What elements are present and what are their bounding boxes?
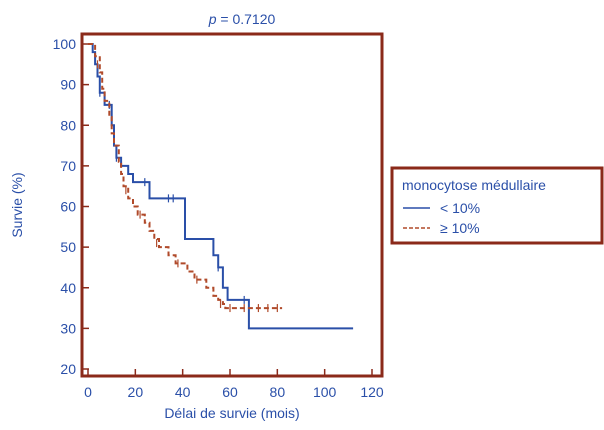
y-axis: 20 30 40 50 60 70 80 90 100 [53, 36, 89, 377]
series-line-ge10 [88, 43, 283, 310]
x-axis-title: Délai de survie (mois) [164, 405, 299, 421]
y-tick-label: 30 [60, 320, 76, 336]
x-tick-label: 0 [84, 384, 92, 400]
legend-title: monocytose médullaire [402, 177, 546, 193]
y-tick-label: 60 [60, 199, 76, 215]
y-tick-label: 70 [60, 158, 76, 174]
series-line-lt10 [88, 43, 354, 330]
y-tick-label: 100 [53, 36, 77, 52]
y-axis-title: Survie (%) [9, 172, 25, 237]
x-tick-label: 20 [128, 384, 144, 400]
y-tick-label: 40 [60, 280, 76, 296]
legend: monocytose médullaire < 10% ≥ 10% [390, 166, 604, 245]
plot-frame [80, 32, 384, 378]
legend-box [390, 166, 604, 245]
y-tick-label: 20 [60, 361, 76, 377]
y-tick-label: 90 [60, 77, 76, 93]
y-tick-label: 50 [60, 239, 76, 255]
y-tick-label: 80 [60, 117, 76, 133]
series-layer [88, 43, 354, 330]
x-tick-label: 60 [222, 384, 238, 400]
chart-title: p = 0.7120 [208, 11, 276, 27]
x-tick-label: 40 [175, 384, 191, 400]
x-tick-label: 120 [360, 384, 384, 400]
legend-label-lt10: < 10% [440, 200, 480, 216]
x-tick-label: 100 [313, 384, 337, 400]
legend-label-ge10: ≥ 10% [440, 220, 480, 236]
x-tick-label: 80 [270, 384, 286, 400]
x-axis: 0 20 40 60 80 100 120 [84, 369, 384, 400]
title-value: = 0.7120 [217, 11, 276, 27]
title-prefix: p [208, 11, 217, 27]
